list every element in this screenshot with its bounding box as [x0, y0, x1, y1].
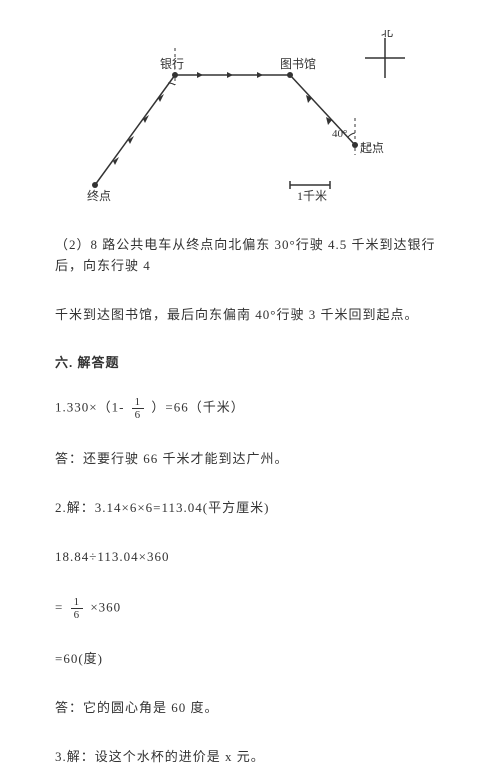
fraction-1-6-b: 16	[71, 596, 84, 621]
end-label: 终点	[87, 188, 111, 203]
route-diagram: 北 40°	[75, 30, 435, 220]
p2-eq-post: ×360	[86, 599, 121, 614]
scale-label: 1千米	[297, 189, 327, 203]
p1-answer: 答：还要行驶 66 千米才能到达广州。	[55, 449, 445, 470]
arrows-end-bank	[113, 94, 164, 165]
p1-expr: 1.330×（1- 16 ）=66（千米）	[55, 396, 445, 421]
fraction-1-6: 16	[132, 396, 145, 421]
north-label: 北	[381, 30, 393, 39]
arrows-lib-start	[306, 95, 332, 125]
angle-40-label: 40°	[332, 128, 347, 140]
seg-end-bank	[95, 75, 175, 185]
p2-line1: 2.解：3.14×6×6=113.04(平方厘米)	[55, 498, 445, 519]
start-label: 起点	[360, 141, 384, 155]
start-node	[352, 142, 358, 148]
end-node	[92, 182, 98, 188]
bank-label: 银行	[160, 57, 184, 71]
p2-eq-pre: =	[55, 599, 68, 614]
start-angle-arc	[348, 133, 355, 137]
p2-answer: 答：它的圆心角是 60 度。	[55, 698, 445, 719]
p1-expr-post: ）=66（千米）	[147, 400, 245, 415]
scale-bar	[290, 181, 330, 189]
p3-line1: 3.解：设这个水杯的进价是 x 元。	[55, 747, 445, 767]
compass-icon	[365, 38, 405, 78]
library-node	[287, 72, 293, 78]
p2-line4: =60(度)	[55, 649, 445, 670]
library-label: 图书馆	[280, 56, 316, 71]
p1-expr-pre: 1.330×（1-	[55, 400, 129, 415]
p2-eq: = 16 ×360	[55, 596, 445, 621]
route-svg: 北 40°	[75, 30, 435, 220]
q2-line2: 千米到达图书馆，最后向东偏南 40°行驶 3 千米回到起点。	[55, 305, 445, 326]
q2-line1: （2）8 路公共电车从终点向北偏东 30°行驶 4.5 千米到达银行后，向东行驶…	[55, 235, 445, 277]
bank-node	[172, 72, 178, 78]
p2-line2: 18.84÷113.04×360	[55, 547, 445, 568]
section-6-title: 六. 解答题	[55, 353, 445, 374]
